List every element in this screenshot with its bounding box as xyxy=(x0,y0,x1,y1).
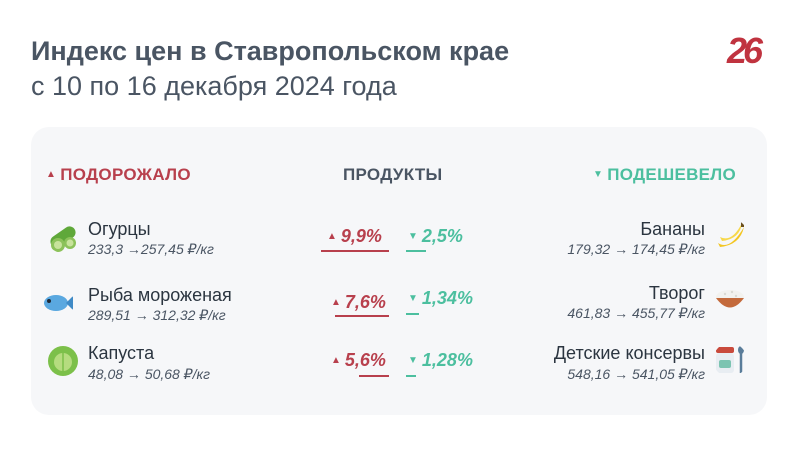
bar-up xyxy=(321,250,389,252)
baby-food-jar-icon xyxy=(716,346,744,373)
percent-up: ▲ 7,6% xyxy=(331,292,386,312)
product-prices: 548,16 → 541,05 ₽/кг xyxy=(567,366,705,382)
percent-up: ▲ 5,6% xyxy=(331,350,386,370)
bar-down xyxy=(406,375,416,377)
arrow-down-icon: ▼ xyxy=(593,169,604,180)
bowl-icon xyxy=(716,290,744,308)
bar-up xyxy=(335,315,389,317)
bar-down xyxy=(406,313,419,315)
product-name: Детские консервы xyxy=(553,343,705,363)
page-title: Индекс цен в Ставропольском крае xyxy=(31,36,510,66)
bar-up xyxy=(359,375,389,377)
price-card xyxy=(31,127,767,415)
product-prices: 233,3 →257,45 ₽/кг xyxy=(88,241,214,257)
banana-icon xyxy=(718,222,744,247)
product-prices: 179,32 → 174,45 ₽/кг xyxy=(567,241,705,257)
column-header-products: ПРОДУКТЫ xyxy=(343,165,443,184)
product-name: Рыба мороженая xyxy=(88,285,232,305)
cucumber-icon xyxy=(50,226,76,252)
arrow-up-icon: ▲ xyxy=(46,169,57,180)
percent-down: ▼ 2,5% xyxy=(408,226,463,246)
product-prices: 289,51 → 312,32 ₽/кг xyxy=(88,307,226,323)
percent-down: ▼ 1,28% xyxy=(408,350,473,370)
product-name: Творог xyxy=(648,283,705,303)
column-header-up: ▲ ПОДОРОЖАЛО xyxy=(46,165,191,185)
product-name: Капуста xyxy=(88,343,155,363)
page-subtitle: с 10 по 16 декабря 2024 года xyxy=(31,71,397,101)
product-prices: 461,83 → 455,77 ₽/кг xyxy=(567,305,705,321)
percent-down: ▼ 1,34% xyxy=(408,288,473,308)
logo: 26 xyxy=(727,30,763,71)
bar-down xyxy=(406,250,426,252)
column-header-down: ▼ ПОДЕШЕВЕЛО xyxy=(593,165,736,185)
percent-up: ▲ 9,9% xyxy=(327,226,382,246)
column-header-down-label: ПОДЕШЕВЕЛО xyxy=(607,165,737,184)
product-name: Огурцы xyxy=(88,219,151,239)
column-header-up-label: ПОДОРОЖАЛО xyxy=(60,165,191,184)
fish-icon xyxy=(44,295,73,311)
product-name: Бананы xyxy=(640,219,705,239)
cabbage-icon xyxy=(48,346,78,376)
product-prices: 48,08 → 50,68 ₽/кг xyxy=(88,366,211,382)
